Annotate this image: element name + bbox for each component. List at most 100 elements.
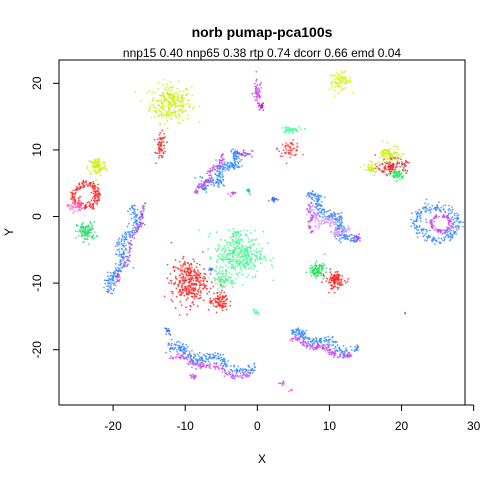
scatter-point bbox=[222, 165, 224, 168]
scatter-point bbox=[94, 197, 96, 200]
scatter-point bbox=[201, 359, 204, 362]
scatter-point bbox=[235, 158, 238, 161]
scatter-point bbox=[187, 102, 190, 105]
scatter-point bbox=[69, 205, 72, 208]
scatter-point bbox=[229, 304, 232, 307]
scatter-point bbox=[453, 214, 456, 217]
scatter-point bbox=[262, 102, 265, 105]
scatter-point bbox=[318, 225, 320, 227]
scatter-point bbox=[241, 273, 244, 276]
scatter-point bbox=[256, 311, 258, 314]
scatter-point bbox=[415, 226, 417, 229]
scatter-point bbox=[81, 233, 84, 236]
scatter-point bbox=[349, 345, 352, 348]
scatter-point bbox=[190, 360, 192, 363]
scatter-point bbox=[179, 269, 182, 272]
scatter-point bbox=[334, 85, 337, 88]
point-cluster bbox=[276, 138, 304, 165]
scatter-point bbox=[202, 299, 205, 302]
scatter-point bbox=[337, 225, 340, 228]
scatter-point bbox=[404, 159, 407, 162]
scatter-point bbox=[229, 162, 232, 165]
scatter-point bbox=[335, 341, 338, 343]
scatter-point bbox=[169, 80, 172, 83]
scatter-point bbox=[242, 374, 245, 376]
scatter-point bbox=[187, 355, 189, 358]
scatter-point bbox=[298, 336, 301, 338]
scatter-point bbox=[220, 156, 223, 158]
y-tick-label: 0 bbox=[30, 213, 44, 220]
scatter-point bbox=[136, 219, 138, 222]
scatter-point bbox=[253, 242, 255, 245]
scatter-point bbox=[394, 168, 397, 171]
scatter-point bbox=[160, 111, 163, 114]
scatter-point bbox=[233, 231, 236, 234]
scatter-point bbox=[314, 217, 316, 220]
scatter-point bbox=[298, 338, 301, 341]
scatter-point bbox=[83, 234, 86, 237]
scatter-point bbox=[392, 171, 395, 174]
scatter-point bbox=[219, 171, 222, 174]
scatter-point bbox=[120, 242, 123, 245]
scatter-point bbox=[387, 173, 390, 175]
scatter-point bbox=[132, 227, 134, 230]
point-cluster bbox=[198, 229, 275, 286]
scatter-point bbox=[345, 347, 348, 350]
scatter-point bbox=[383, 148, 385, 151]
scatter-point bbox=[285, 162, 288, 165]
scatter-point bbox=[223, 300, 226, 303]
scatter-point bbox=[204, 286, 206, 289]
scatter-point bbox=[96, 201, 99, 204]
scatter-point bbox=[235, 370, 238, 372]
scatter-point bbox=[438, 241, 441, 244]
scatter-point bbox=[217, 356, 220, 359]
scatter-point bbox=[272, 199, 275, 202]
scatter-point bbox=[235, 238, 237, 241]
scatter-point bbox=[436, 204, 438, 206]
scatter-point bbox=[330, 284, 333, 287]
scatter-point bbox=[70, 204, 73, 207]
scatter-point bbox=[139, 218, 141, 221]
scatter-point bbox=[178, 113, 181, 116]
scatter-point bbox=[272, 257, 275, 260]
scatter-point bbox=[447, 221, 450, 223]
scatter-point bbox=[127, 256, 130, 259]
scatter-point bbox=[181, 284, 184, 287]
scatter-point bbox=[135, 216, 138, 218]
scatter-point bbox=[256, 99, 258, 102]
scatter-point bbox=[223, 245, 226, 248]
scatter-point bbox=[221, 266, 224, 269]
scatter-point bbox=[331, 340, 334, 343]
scatter-point bbox=[367, 165, 369, 168]
scatter-point bbox=[457, 217, 460, 220]
scatter-point bbox=[191, 266, 193, 269]
scatter-point bbox=[92, 202, 95, 205]
scatter-point bbox=[290, 333, 293, 335]
scatter-point bbox=[213, 356, 215, 359]
scatter-point bbox=[172, 100, 174, 103]
scatter-point bbox=[239, 367, 242, 370]
scatter-point bbox=[316, 226, 318, 229]
scatter-point bbox=[334, 235, 336, 238]
scatter-point bbox=[159, 122, 162, 125]
scatter-point bbox=[219, 173, 222, 175]
scatter-point bbox=[295, 329, 298, 332]
scatter-point bbox=[312, 208, 315, 211]
scatter-point bbox=[320, 200, 323, 203]
scatter-point bbox=[79, 195, 82, 198]
scatter-point bbox=[253, 309, 256, 311]
scatter-point bbox=[285, 147, 287, 149]
scatter-point bbox=[174, 346, 177, 349]
scatter-point bbox=[181, 110, 184, 113]
scatter-point bbox=[90, 223, 92, 225]
scatter-point bbox=[223, 375, 226, 377]
scatter-point bbox=[74, 237, 77, 239]
scatter-point bbox=[170, 279, 173, 282]
scatter-point bbox=[313, 193, 315, 196]
scatter-point bbox=[232, 191, 235, 194]
scatter-point bbox=[190, 263, 193, 265]
scatter-point bbox=[311, 346, 314, 349]
scatter-point bbox=[197, 273, 199, 276]
scatter-point bbox=[319, 264, 321, 267]
scatter-point bbox=[203, 189, 205, 191]
